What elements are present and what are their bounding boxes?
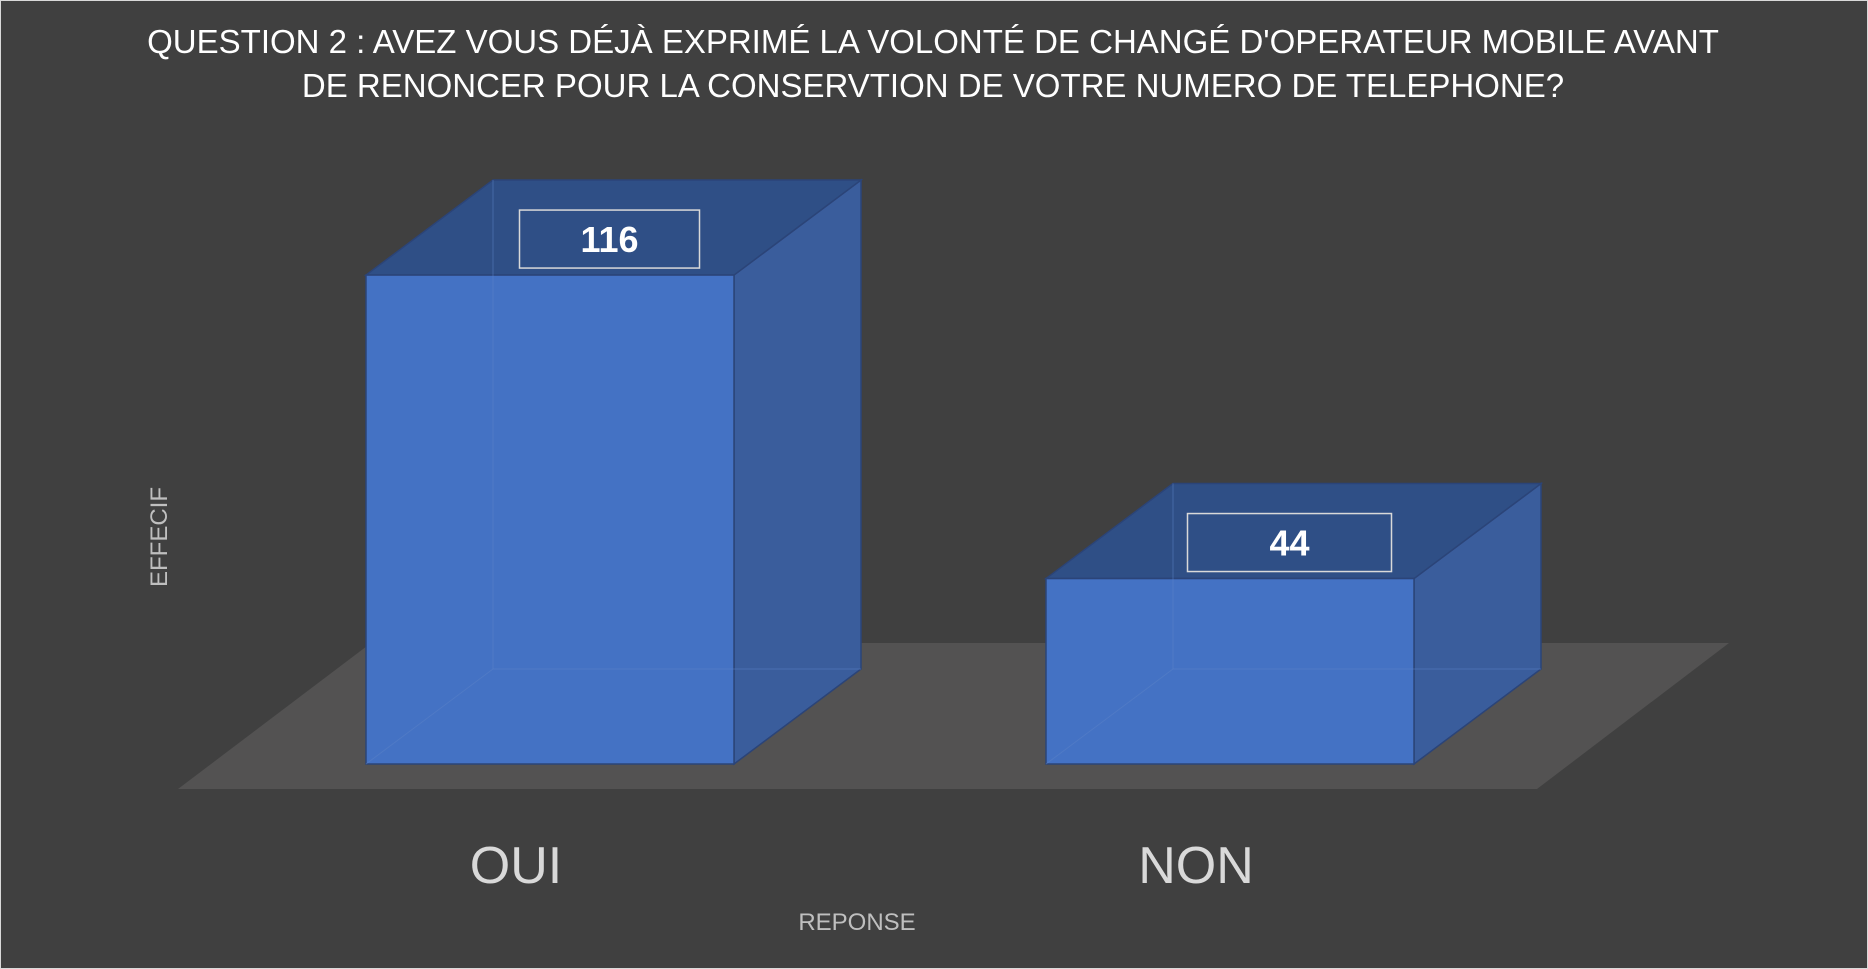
chart-title: QUESTION 2 : AVEZ VOUS DÉJÀ EXPRIMÉ LA V… xyxy=(147,23,1719,104)
x-tick-label-oui: OUI xyxy=(470,837,562,895)
data-label-box-non xyxy=(1186,512,1393,573)
x-tick-label-non: NON xyxy=(1138,837,1254,895)
chart-title-line-2: DE RENONCER POUR LA CONSERVTION DE VOTRE… xyxy=(302,67,1564,104)
chart-title-line-1: QUESTION 2 : AVEZ VOUS DÉJÀ EXPRIMÉ LA V… xyxy=(147,23,1719,60)
bar-oui-side xyxy=(733,178,862,766)
bars-layer: 116 OUI 44 NON xyxy=(363,178,1544,895)
y-axis-title: EFFECIF xyxy=(146,487,173,587)
x-axis-title: REPONSE xyxy=(798,909,915,936)
data-label-non: 44 xyxy=(1269,523,1309,564)
bar-oui-front xyxy=(365,274,735,765)
data-label-box-oui xyxy=(518,209,701,269)
bar-non xyxy=(1043,482,1544,766)
data-label-oui: 116 xyxy=(580,219,638,260)
bar-non-front xyxy=(1045,577,1415,765)
